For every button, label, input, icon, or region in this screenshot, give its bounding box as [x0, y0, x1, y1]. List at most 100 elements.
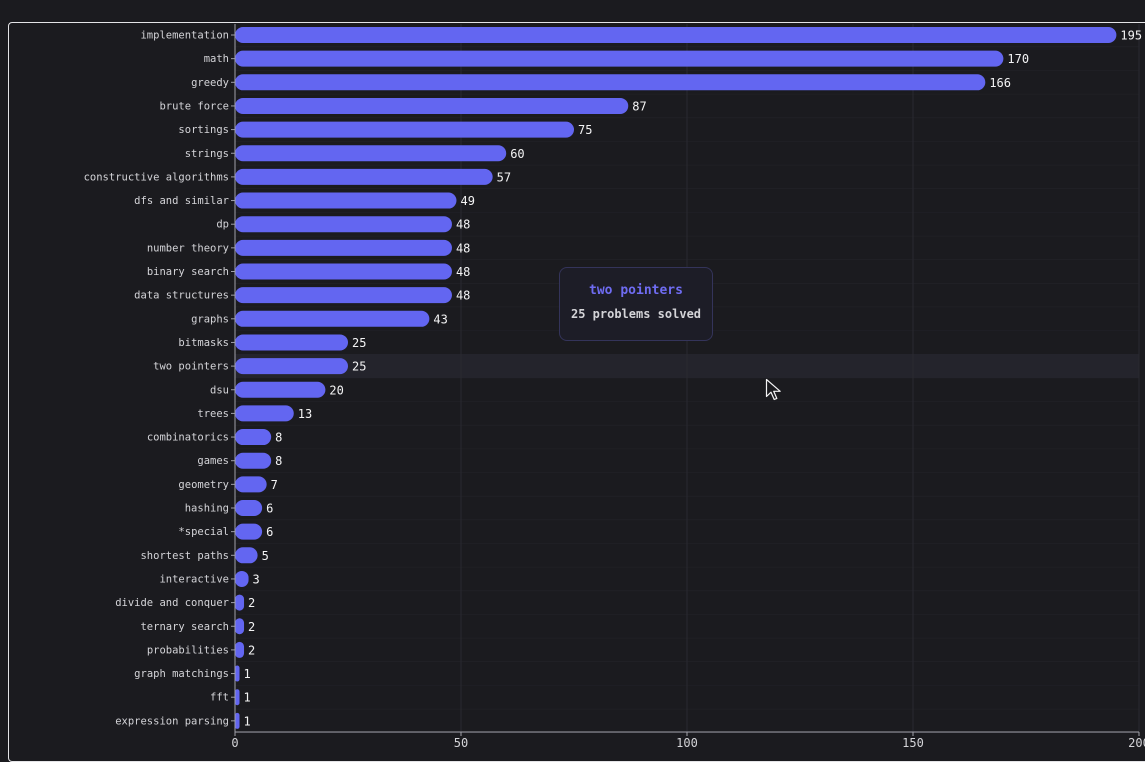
value-label: 1 — [244, 714, 251, 728]
axis-layer: implementation math greedy brute force sorti… — [84, 24, 1145, 750]
category-label: expression parsing — [115, 715, 229, 727]
category-label: interactive — [159, 573, 229, 585]
bar[interactable] — [235, 310, 430, 327]
bar[interactable] — [235, 192, 457, 209]
category-label: strings — [185, 148, 229, 160]
value-label: 48 — [456, 241, 470, 255]
value-label: 6 — [266, 525, 273, 539]
bar[interactable] — [235, 570, 249, 587]
category-label: greedy — [191, 77, 229, 89]
bar[interactable] — [235, 263, 452, 280]
bar[interactable] — [235, 712, 240, 729]
bar[interactable] — [235, 405, 294, 422]
category-label: math — [204, 53, 229, 65]
bar[interactable] — [235, 547, 258, 564]
category-label: geometry — [178, 479, 229, 491]
category-label: number theory — [147, 242, 229, 254]
value-label: 20 — [329, 383, 343, 397]
x-tick-label: 50 — [454, 736, 468, 750]
bar[interactable] — [235, 641, 245, 658]
category-label: graphs — [191, 313, 229, 325]
category-label: games — [197, 455, 229, 467]
category-label: constructive algorithms — [84, 171, 229, 183]
category-label: combinatorics — [147, 432, 229, 444]
chart-panel — [8, 22, 1145, 762]
x-tick-label: 150 — [902, 736, 924, 750]
value-label: 3 — [253, 572, 260, 586]
category-label: shortest paths — [140, 550, 229, 562]
bar[interactable] — [235, 121, 574, 138]
value-label: 8 — [275, 431, 282, 445]
bar[interactable] — [235, 74, 986, 91]
bar[interactable] — [235, 381, 326, 398]
category-label: trees — [197, 408, 229, 420]
category-label: bitmasks — [178, 337, 229, 349]
bar[interactable] — [235, 665, 240, 682]
value-label: 13 — [298, 407, 312, 421]
value-label: 2 — [248, 620, 255, 634]
bar[interactable] — [235, 27, 1117, 43]
category-label: brute force — [159, 100, 229, 112]
value-label: 1 — [244, 667, 251, 681]
bar[interactable] — [235, 500, 263, 516]
bar[interactable] — [235, 618, 245, 635]
mouse-pointer-icon — [765, 378, 781, 401]
category-label: implementation — [140, 30, 229, 42]
x-tick-label: 100 — [676, 736, 698, 750]
bar[interactable] — [235, 429, 272, 446]
value-label: 57 — [497, 170, 511, 184]
category-label: dp — [216, 219, 229, 231]
bars-layer: 1951701668775605749484848484325252013887… — [235, 27, 1142, 729]
bar[interactable] — [235, 334, 348, 351]
value-label: 6 — [266, 502, 273, 516]
chart-tooltip: two pointers 25 problems solved — [559, 267, 713, 341]
value-label: 2 — [248, 643, 255, 657]
value-label: 87 — [632, 99, 646, 113]
value-label: 48 — [456, 265, 470, 279]
bar[interactable] — [235, 287, 452, 304]
value-label: 60 — [510, 147, 524, 161]
bar[interactable] — [235, 216, 452, 233]
category-label: graph matchings — [134, 668, 229, 680]
x-tick-label: 0 — [231, 736, 238, 750]
tooltip-body: 25 problems solved — [570, 307, 702, 321]
bar[interactable] — [235, 168, 493, 185]
bar[interactable] — [235, 97, 629, 114]
bar[interactable] — [235, 523, 263, 540]
bar[interactable] — [235, 452, 272, 469]
category-label: probabilities — [147, 644, 229, 656]
value-label: 43 — [433, 312, 447, 326]
value-label: 49 — [460, 194, 474, 208]
category-label: two pointers — [153, 361, 229, 373]
bar[interactable] — [235, 358, 348, 375]
category-label: divide and conquer — [115, 597, 229, 609]
bar[interactable] — [235, 50, 1004, 67]
category-label: sortings — [178, 124, 229, 136]
x-tick-label: 200 — [1128, 736, 1145, 750]
value-label: 25 — [352, 336, 366, 350]
category-label: dfs and similar — [134, 195, 229, 207]
value-label: 48 — [456, 218, 470, 232]
grid-layer — [234, 24, 1140, 733]
category-label: data structures — [134, 290, 229, 302]
tooltip-title: two pointers — [589, 283, 683, 298]
category-label: ternary search — [140, 621, 229, 633]
bar[interactable] — [235, 476, 267, 493]
value-label: 1 — [244, 691, 251, 705]
category-label: fft — [210, 692, 229, 704]
value-label: 166 — [989, 76, 1011, 90]
bar[interactable] — [235, 689, 240, 706]
value-label: 170 — [1007, 52, 1029, 66]
category-label: hashing — [185, 503, 229, 515]
bar[interactable] — [235, 594, 245, 611]
value-label: 7 — [271, 478, 278, 492]
category-label: *special — [178, 526, 229, 538]
bar[interactable] — [235, 145, 507, 162]
category-label: dsu — [210, 384, 229, 396]
value-label: 75 — [578, 123, 592, 137]
value-label: 2 — [248, 596, 255, 610]
value-label: 195 — [1120, 29, 1142, 43]
bar[interactable] — [235, 239, 452, 256]
value-label: 48 — [456, 289, 470, 303]
